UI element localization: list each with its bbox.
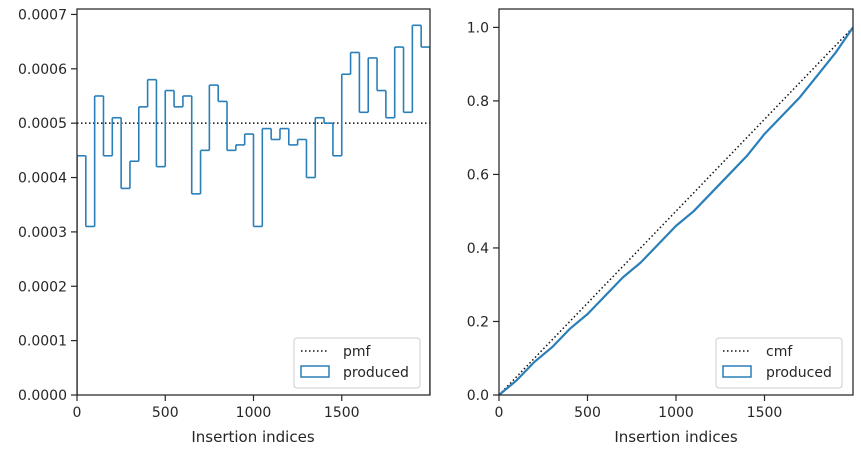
right-y-tick-label: 0.8 — [467, 94, 489, 110]
right-y-tick-label: 0.4 — [467, 241, 489, 257]
left-x-tick-label: 1500 — [324, 405, 360, 421]
left-x-tick-label: 0 — [73, 405, 82, 421]
pmf-histogram-panel: 0 500 1000 1500 0.0000 0.0001 0.0002 0.0003 0.0… — [18, 7, 431, 446]
cmf-cumulative-panel: 0 500 1000 1500 0.0 0.2 0.4 0.6 0.8 1.0 Insertio… — [467, 8, 854, 446]
right-cmf-series — [499, 26, 853, 395]
left-y-tick-label: 0.0001 — [18, 334, 67, 350]
right-y-tick-label: 0.2 — [467, 314, 489, 330]
left-x-axis-label: Insertion indices — [191, 428, 314, 446]
left-y-tick-label: 0.0006 — [18, 62, 67, 78]
left-y-tick-label: 0.0007 — [18, 7, 67, 23]
left-y-tick-label: 0.0002 — [18, 279, 67, 295]
right-y-tick-label: 1.0 — [467, 20, 489, 36]
left-y-tick-label: 0.0000 — [18, 388, 67, 404]
right-x-axis-label: Insertion indices — [614, 428, 737, 446]
left-y-tick-label: 0.0005 — [18, 116, 67, 132]
left-y-tick-label: 0.0003 — [18, 225, 67, 241]
right-x-tick-label: 0 — [495, 405, 504, 421]
right-y-tick-label: 0.6 — [467, 167, 489, 183]
cmf-legend-label: cmf — [766, 344, 793, 360]
left-x-tick-label: 500 — [152, 405, 179, 421]
produced-legend-label-right: produced — [766, 365, 832, 381]
left-produced-series — [77, 24, 430, 395]
left-x-tick-label: 1000 — [236, 405, 272, 421]
produced-legend-swatch-left — [300, 365, 330, 378]
left-legend: pmf produced — [293, 337, 421, 389]
right-legend: cmf produced — [715, 337, 843, 389]
right-axes-frame — [498, 8, 854, 396]
left-y-tick-label: 0.0004 — [18, 171, 67, 187]
pmf-legend-label: pmf — [343, 344, 372, 360]
right-x-tick-label: 500 — [574, 405, 601, 421]
right-x-tick-label: 1000 — [658, 405, 694, 421]
right-y-tick-label: 0.0 — [467, 388, 489, 404]
produced-legend-swatch-right — [722, 365, 752, 378]
produced-legend-label-left: produced — [343, 365, 409, 381]
right-produced-series — [499, 26, 853, 395]
right-x-tick-label: 1500 — [747, 405, 783, 421]
